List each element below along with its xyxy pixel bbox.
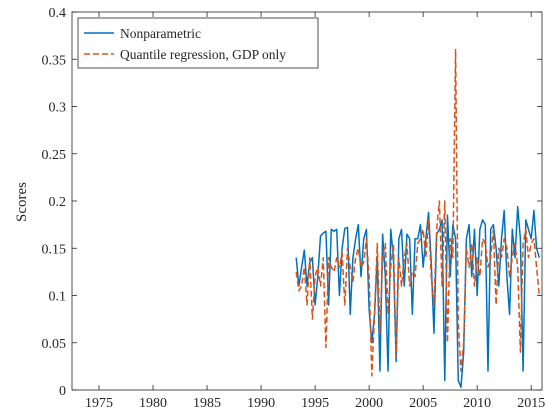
- series-line-1: [295, 205, 541, 388]
- y-tick-label: 0: [59, 384, 66, 399]
- y-tick-label: 0.25: [42, 148, 67, 163]
- legend-entry-1: Nonparametric: [120, 26, 201, 41]
- legend-box: [77, 17, 319, 69]
- series-line-2: [295, 49, 541, 377]
- x-tick-label: 1980: [139, 396, 167, 411]
- x-tick-label: 1995: [301, 396, 329, 411]
- y-tick-label: 0.4: [49, 6, 67, 21]
- y-tick-label: 0.3: [49, 101, 67, 116]
- y-tick-label: 0.1: [49, 290, 67, 305]
- legend-entry-2: Quantile regression, GDP only: [120, 47, 286, 62]
- x-tick-label: 1975: [85, 396, 113, 411]
- legend: Nonparametric Quantile regression, GDP on…: [77, 17, 319, 69]
- x-tick-label: 2015: [517, 396, 545, 411]
- y-tick-label: 0.15: [42, 242, 67, 257]
- y-tick-label: 0.35: [42, 53, 67, 68]
- x-tick-label: 2005: [409, 396, 437, 411]
- x-tick-label: 1985: [193, 396, 221, 411]
- x-tick-label: 2000: [355, 396, 383, 411]
- y-tick-label: 0.2: [49, 195, 67, 210]
- y-axis-label: Scores: [14, 182, 30, 222]
- y-tick-label: 0.05: [42, 337, 67, 352]
- x-tick-label: 2010: [463, 396, 491, 411]
- x-tick-label: 1990: [247, 396, 275, 411]
- plot-area: 0 0.05 0.1 0.15 0.2 0.25 0.3 0.35 0.4 1975 1980 198…: [42, 6, 546, 411]
